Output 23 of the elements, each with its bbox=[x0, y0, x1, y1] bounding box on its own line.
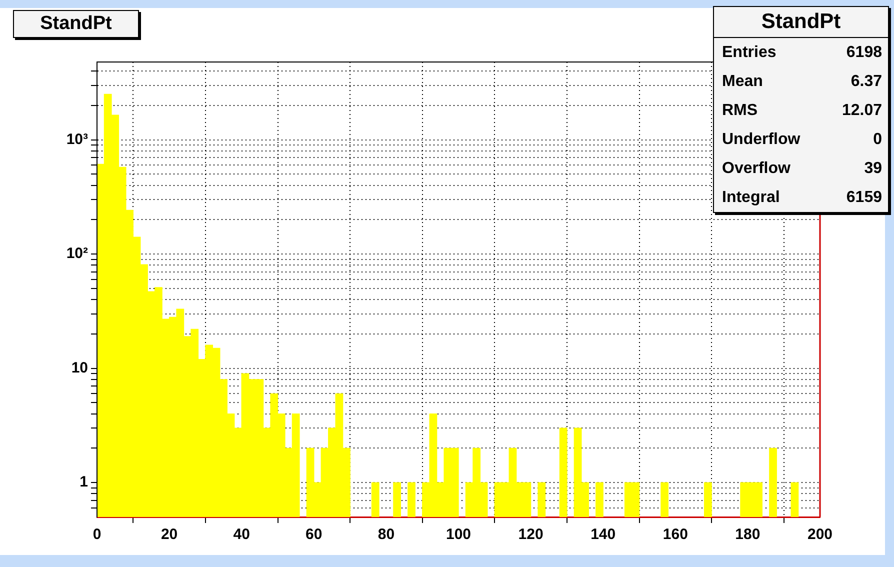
chart-title: StandPt bbox=[13, 10, 139, 38]
x-tick-label: 100 bbox=[446, 526, 472, 544]
y-tick-label: 10 bbox=[71, 359, 88, 376]
x-tick-label: 160 bbox=[662, 526, 688, 544]
x-tick-label: 120 bbox=[518, 526, 544, 544]
x-tick-label: 40 bbox=[233, 526, 250, 544]
x-tick-label: 60 bbox=[306, 526, 322, 544]
x-tick-label: 180 bbox=[735, 526, 760, 544]
text: Entries 6198 bbox=[722, 44, 882, 61]
x-tick-label: 140 bbox=[590, 526, 616, 544]
y-tick-label: 1 bbox=[80, 474, 88, 491]
y-tick-label: 10² bbox=[66, 245, 88, 262]
x-tick-label: 80 bbox=[378, 526, 395, 544]
text: RMS 12.07 bbox=[722, 102, 882, 119]
text: Underflow 0 bbox=[722, 131, 882, 148]
text: Overflow 39 bbox=[722, 160, 882, 177]
x-tick-label: 0 bbox=[92, 526, 102, 544]
chart-title: StandPt bbox=[761, 10, 841, 33]
text: Mean 6.37 bbox=[722, 73, 882, 90]
y-tick-label: 10³ bbox=[66, 130, 88, 148]
text: Integral 6159 bbox=[722, 189, 882, 206]
x-tick-label: 20 bbox=[160, 526, 178, 544]
x-tick-label: 200 bbox=[807, 526, 833, 544]
